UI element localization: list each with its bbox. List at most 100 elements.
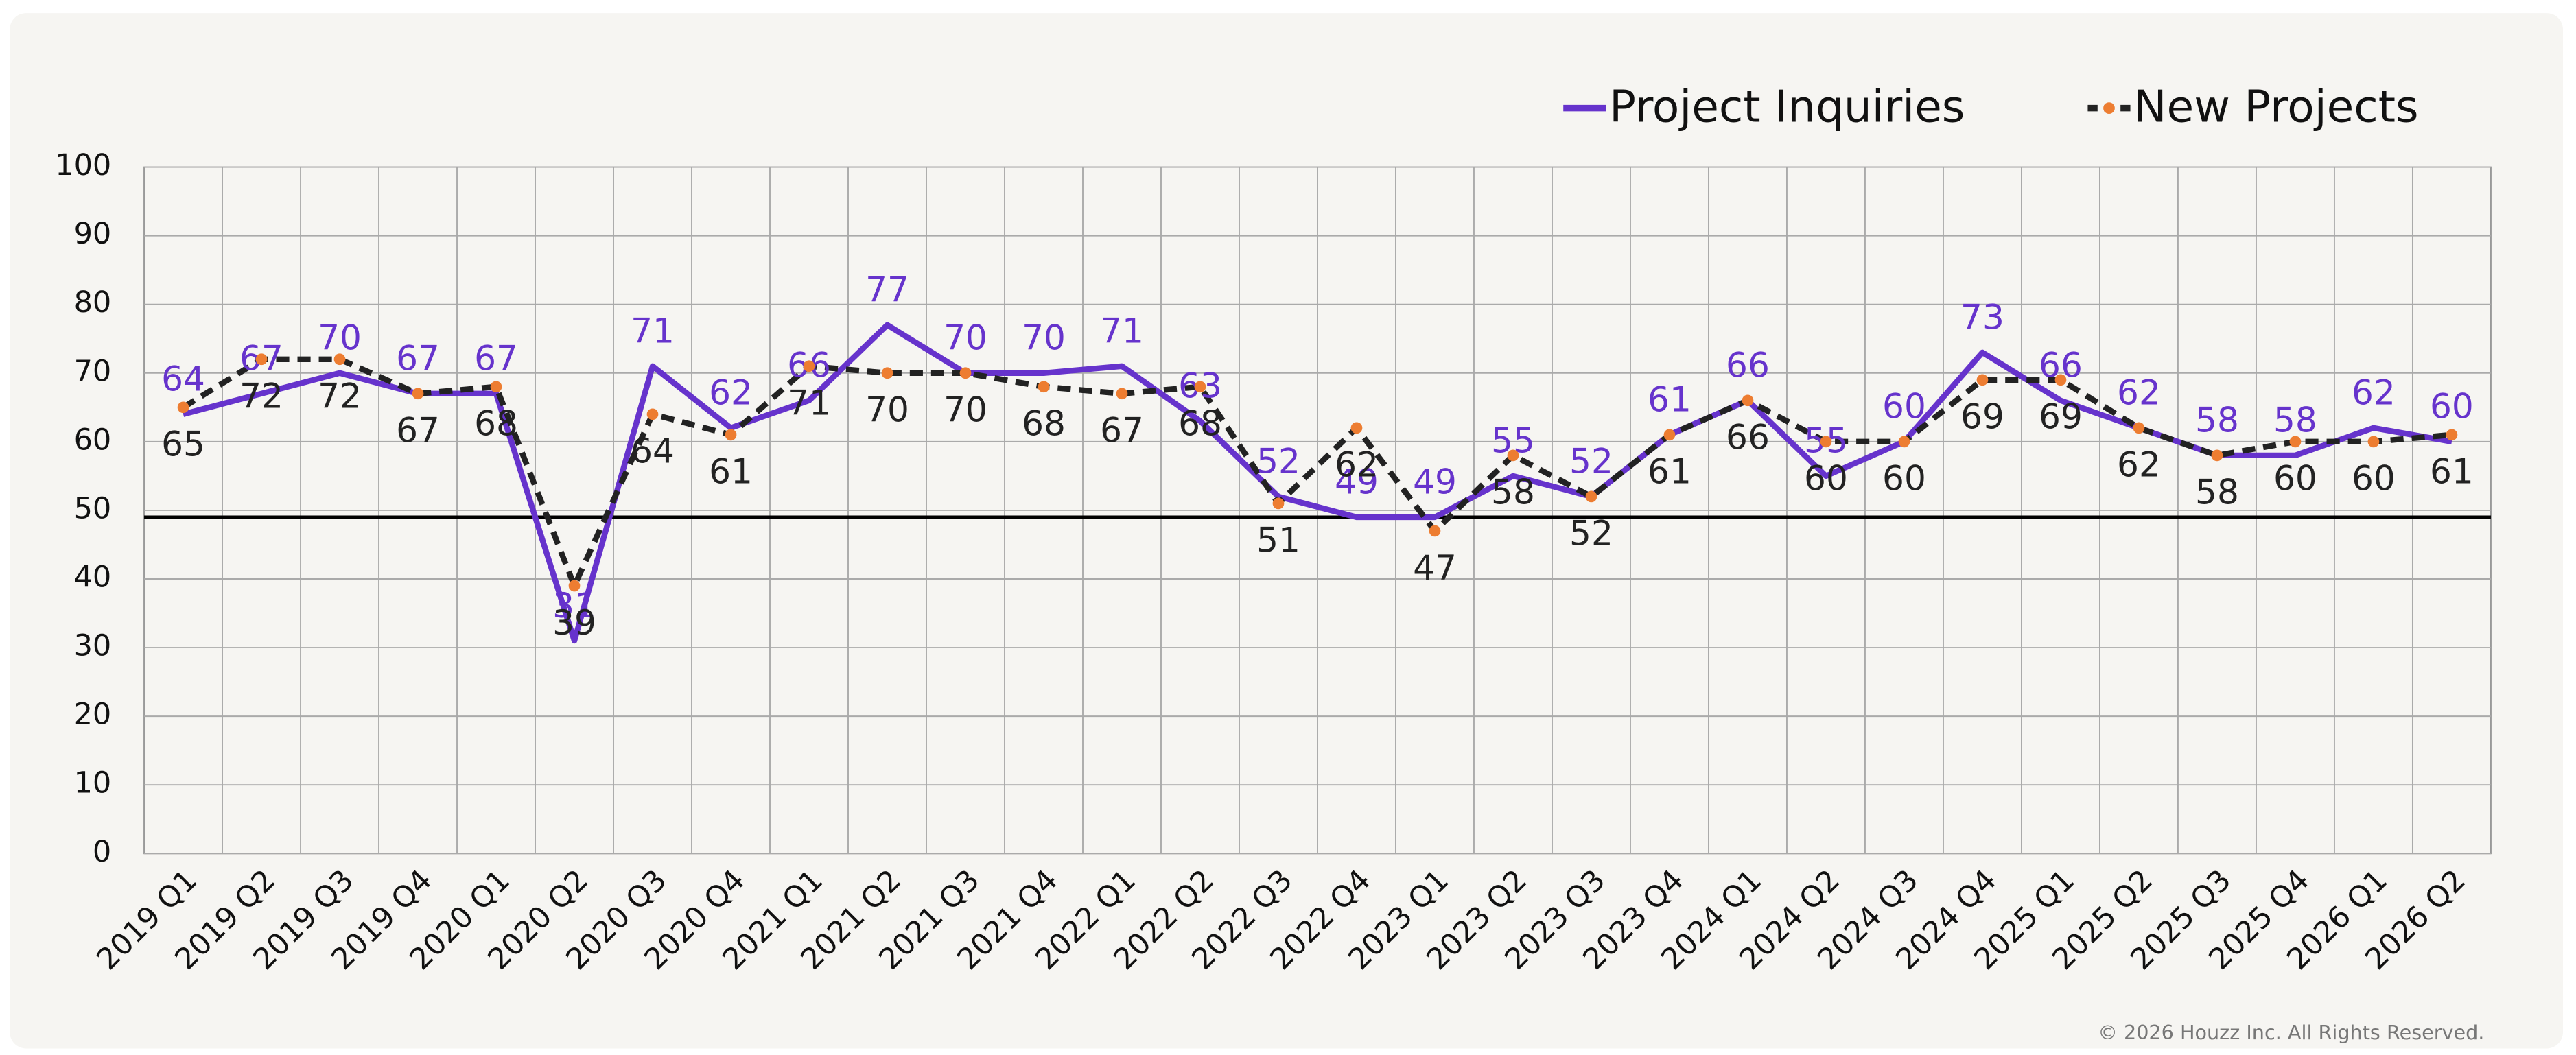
data-label: 52 <box>1569 441 1613 482</box>
point-marker <box>1272 497 1285 510</box>
data-label: 71 <box>631 311 675 351</box>
data-label: 73 <box>1960 297 2004 337</box>
y-tick-label: 50 <box>74 491 112 525</box>
data-label: 61 <box>1648 379 1691 420</box>
y-tick-label: 20 <box>74 698 112 732</box>
y-tick-label: 60 <box>74 423 112 457</box>
data-label: 68 <box>1178 403 1222 444</box>
point-marker <box>333 353 346 366</box>
data-label: 60 <box>1804 458 1848 499</box>
data-label: 67 <box>474 338 518 379</box>
data-label: 70 <box>865 390 909 430</box>
y-tick-label: 0 <box>93 835 111 869</box>
data-label: 62 <box>1335 444 1379 485</box>
data-label: 60 <box>2273 458 2317 499</box>
copyright: © 2026 Houzz Inc. All Rights Reserved. <box>2098 1021 2484 1044</box>
data-label: 64 <box>631 431 675 471</box>
point-marker <box>1820 436 1832 448</box>
data-label: 72 <box>318 376 362 416</box>
point-marker <box>568 580 581 592</box>
data-label: 67 <box>396 410 440 451</box>
data-label: 62 <box>709 372 753 413</box>
point-marker <box>1116 388 1128 400</box>
point-marker <box>412 388 424 400</box>
point-marker <box>1350 422 1363 434</box>
data-label: 68 <box>1022 403 1066 444</box>
data-label: 67 <box>1100 410 1144 451</box>
data-label: 77 <box>865 269 909 309</box>
data-label: 58 <box>2195 472 2239 512</box>
data-label: 31 <box>552 585 596 626</box>
legend-label: New Projects <box>2133 82 2418 133</box>
point-marker <box>1898 436 1910 448</box>
y-tick-label: 40 <box>74 560 112 594</box>
point-marker <box>959 367 972 379</box>
data-label: 62 <box>2117 444 2161 485</box>
point-marker <box>255 353 268 366</box>
point-marker <box>1194 381 1206 393</box>
series-line <box>182 322 2452 644</box>
data-label: 65 <box>161 424 205 464</box>
data-label: 60 <box>1882 458 1926 499</box>
point-marker <box>1429 525 1441 537</box>
data-label: 51 <box>1256 520 1300 560</box>
data-label: 47 <box>1413 547 1457 588</box>
point-marker <box>646 408 659 420</box>
point-marker <box>2446 429 2458 441</box>
point-marker <box>2133 422 2145 434</box>
point-marker <box>1038 381 1050 393</box>
data-label: 69 <box>1960 396 2004 437</box>
y-tick-label: 80 <box>74 285 112 320</box>
data-label: 70 <box>944 318 987 358</box>
point-marker <box>2211 449 2223 462</box>
point-marker <box>1663 429 1676 441</box>
point-marker <box>490 381 502 393</box>
data-label: 58 <box>1491 472 1535 512</box>
point-marker <box>1976 374 1989 386</box>
point-marker <box>881 367 893 379</box>
data-label: 61 <box>1648 451 1691 492</box>
y-tick-label: 10 <box>74 766 112 801</box>
point-marker <box>803 360 815 372</box>
data-label: 68 <box>474 403 518 444</box>
legend-marker <box>2103 102 2115 114</box>
data-label: 60 <box>2352 458 2396 499</box>
point-marker <box>177 401 189 414</box>
data-label: 39 <box>552 602 596 643</box>
data-label: 58 <box>2195 400 2239 440</box>
data-label: 66 <box>1726 417 1770 458</box>
point-marker <box>2054 374 2067 386</box>
point-marker <box>725 429 737 441</box>
point-marker <box>1507 449 1519 462</box>
legend-label: Project Inquiries <box>1609 82 1965 133</box>
data-label: 60 <box>1882 386 1926 427</box>
data-label: 49 <box>1335 462 1379 502</box>
data-label: 67 <box>396 338 440 379</box>
data-label: 70 <box>1022 318 1066 358</box>
data-label: 60 <box>2430 386 2474 427</box>
y-tick-label: 90 <box>74 217 112 251</box>
data-label: 64 <box>161 359 205 399</box>
point-marker <box>1585 490 1597 503</box>
point-marker <box>2289 436 2302 448</box>
data-label: 71 <box>1100 311 1144 351</box>
data-label: 62 <box>2352 372 2396 413</box>
data-label: 70 <box>944 390 987 430</box>
data-label: 72 <box>239 376 283 416</box>
data-label: 49 <box>1413 462 1457 502</box>
data-label: 70 <box>318 318 362 358</box>
data-label: 71 <box>787 383 831 423</box>
point-marker <box>1742 394 1754 407</box>
data-label: 52 <box>1569 513 1613 554</box>
data-label: 66 <box>1726 345 1770 386</box>
data-label: 58 <box>2273 400 2317 440</box>
y-tick-label: 30 <box>74 629 112 663</box>
data-label: 61 <box>709 451 753 492</box>
data-label: 69 <box>2039 396 2083 437</box>
y-tick-label: 70 <box>74 354 112 388</box>
point-marker <box>2367 436 2380 448</box>
data-label: 62 <box>2117 372 2161 413</box>
series-line <box>181 356 2452 589</box>
data-label: 61 <box>2430 451 2474 492</box>
